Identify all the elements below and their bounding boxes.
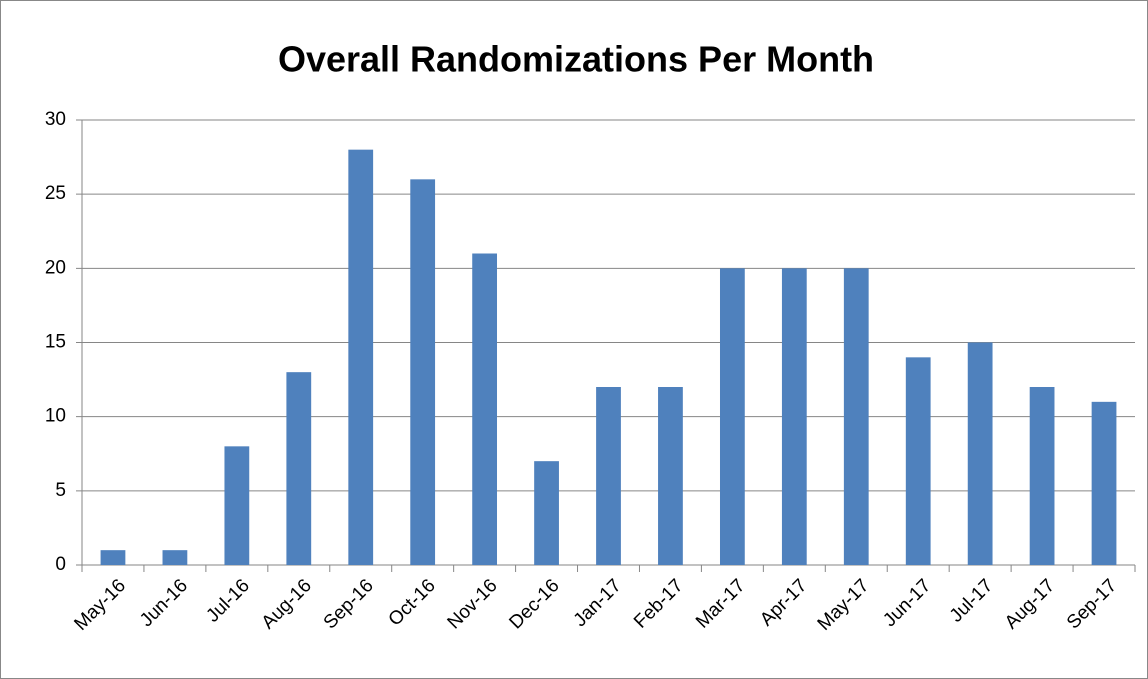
y-tick-label: 10 (45, 406, 66, 427)
bar (596, 387, 621, 565)
bar (162, 550, 188, 565)
chart-title: Overall Randomizations Per Month (278, 39, 874, 80)
y-tick-label: 20 (45, 257, 66, 278)
bar (286, 372, 312, 565)
y-tick-label: 5 (55, 480, 66, 501)
bar (348, 149, 374, 565)
bar (1029, 387, 1055, 565)
y-tick-label: 15 (45, 332, 66, 353)
y-tick-label: 25 (45, 183, 66, 204)
y-tick-label: 0 (55, 554, 66, 575)
bar (781, 268, 807, 565)
bar (100, 550, 126, 565)
bar (719, 268, 745, 565)
bar (472, 253, 498, 565)
bar (1091, 401, 1117, 565)
bar (905, 357, 931, 565)
bar (967, 342, 993, 565)
bar (410, 179, 436, 566)
bar (534, 461, 559, 565)
y-tick-label: 30 (45, 109, 66, 130)
bar (658, 387, 683, 565)
bar (843, 268, 869, 565)
bar (224, 446, 250, 565)
